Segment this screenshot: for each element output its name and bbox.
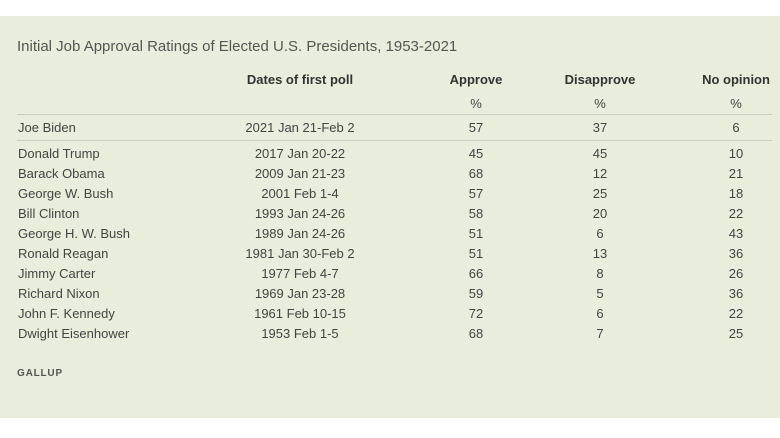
- unit-approve: %: [470, 96, 482, 111]
- table-panel: Initial Job Approval Ratings of Elected …: [0, 16, 780, 418]
- no-opinion-value: 22: [728, 306, 744, 321]
- no-opinion-value: 25: [728, 326, 744, 341]
- unit-no-opinion: %: [730, 96, 742, 111]
- header-divider: [17, 114, 772, 115]
- president-name: Barack Obama: [18, 166, 105, 181]
- president-name: George W. Bush: [18, 186, 114, 201]
- poll-dates: 2017 Jan 20-22: [254, 146, 346, 161]
- president-name: Jimmy Carter: [18, 266, 96, 281]
- president-name: Joe Biden: [18, 120, 76, 135]
- president-name: Bill Clinton: [18, 206, 80, 221]
- poll-dates: 1989 Jan 24-26: [254, 226, 346, 241]
- column-header-approve: Approve: [449, 72, 503, 87]
- approve-value: 68: [468, 326, 484, 341]
- poll-dates: 1953 Feb 1-5: [261, 326, 339, 341]
- no-opinion-value: 22: [728, 206, 744, 221]
- disapprove-value: 12: [592, 166, 608, 181]
- poll-dates: 1961 Feb 10-15: [254, 306, 346, 321]
- column-header-no-opinion: No opinion: [702, 72, 770, 87]
- disapprove-value: 5: [596, 286, 604, 301]
- approve-value: 51: [468, 226, 484, 241]
- column-header-disapprove: Disapprove: [564, 72, 636, 87]
- approve-value: 45: [468, 146, 484, 161]
- approve-value: 58: [468, 206, 484, 221]
- poll-dates: 2021 Jan 21-Feb 2: [245, 120, 355, 135]
- disapprove-value: 13: [592, 246, 608, 261]
- no-opinion-value: 10: [728, 146, 744, 161]
- no-opinion-value: 6: [732, 120, 740, 135]
- approve-value: 57: [468, 120, 484, 135]
- approve-value: 59: [468, 286, 484, 301]
- president-name: George H. W. Bush: [18, 226, 130, 241]
- approve-value: 68: [468, 166, 484, 181]
- approve-value: 51: [468, 246, 484, 261]
- disapprove-value: 8: [596, 266, 604, 281]
- disapprove-value: 25: [592, 186, 608, 201]
- no-opinion-value: 36: [728, 286, 744, 301]
- poll-dates: 1981 Jan 30-Feb 2: [245, 246, 355, 261]
- poll-dates: 1977 Feb 4-7: [261, 266, 339, 281]
- disapprove-value: 37: [592, 120, 608, 135]
- disapprove-value: 6: [596, 226, 604, 241]
- disapprove-value: 6: [596, 306, 604, 321]
- president-name: John F. Kennedy: [18, 306, 115, 321]
- no-opinion-value: 36: [728, 246, 744, 261]
- no-opinion-value: 18: [728, 186, 744, 201]
- poll-dates: 2001 Feb 1-4: [261, 186, 339, 201]
- poll-dates: 1969 Jan 23-28: [254, 286, 346, 301]
- president-name: Ronald Reagan: [18, 246, 109, 261]
- approve-value: 72: [468, 306, 484, 321]
- row-divider: [17, 140, 772, 141]
- poll-dates: 1993 Jan 24-26: [254, 206, 346, 221]
- disapprove-value: 20: [592, 206, 608, 221]
- disapprove-value: 7: [596, 326, 604, 341]
- source-label: GALLUP: [17, 368, 63, 379]
- no-opinion-value: 26: [728, 266, 744, 281]
- poll-dates: 2009 Jan 21-23: [254, 166, 346, 181]
- table-title: Initial Job Approval Ratings of Elected …: [17, 38, 458, 55]
- approve-value: 57: [468, 186, 484, 201]
- unit-disapprove: %: [594, 96, 606, 111]
- president-name: Richard Nixon: [18, 286, 100, 301]
- president-name: Dwight Eisenhower: [18, 326, 130, 341]
- approve-value: 66: [468, 266, 484, 281]
- no-opinion-value: 21: [728, 166, 744, 181]
- president-name: Donald Trump: [18, 146, 100, 161]
- column-header-dates: Dates of first poll: [246, 72, 354, 87]
- no-opinion-value: 43: [728, 226, 744, 241]
- disapprove-value: 45: [592, 146, 608, 161]
